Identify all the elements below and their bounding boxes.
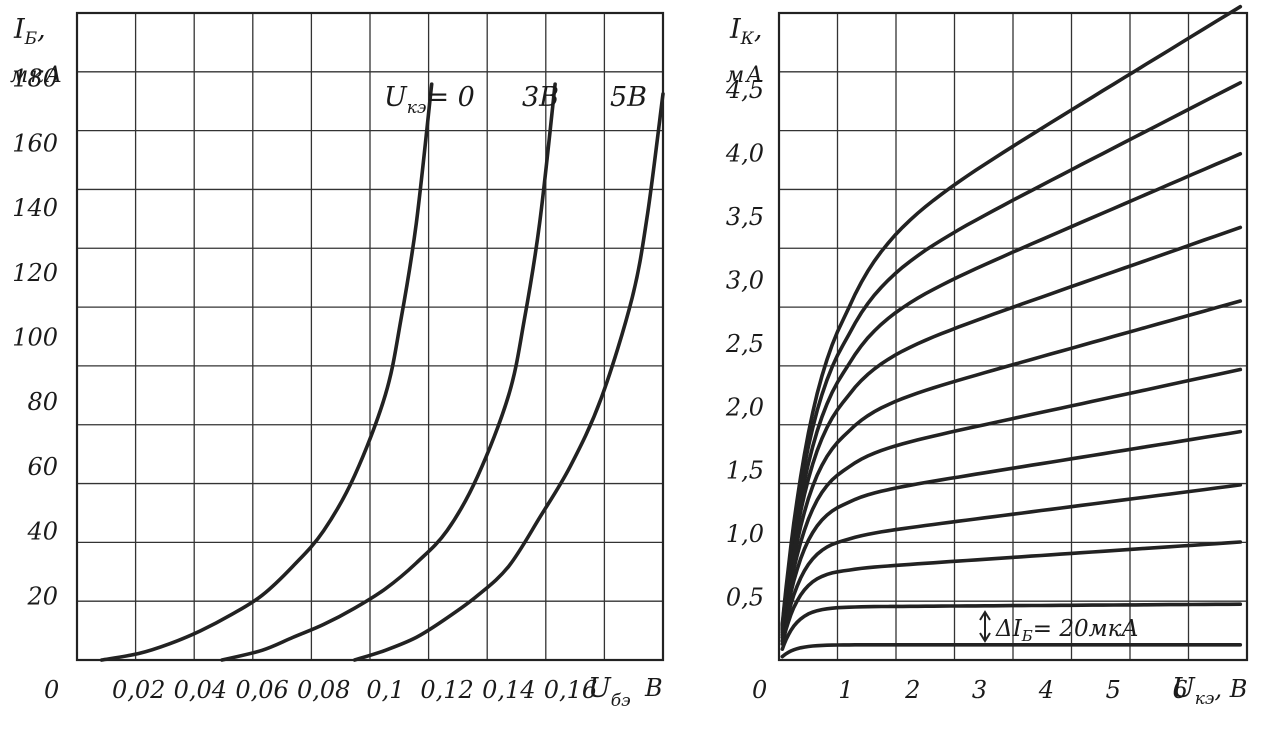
- left-x-axis-label: Uбэ: [588, 673, 631, 711]
- output-curve-4: [780, 483, 1243, 643]
- left-y-tick-label: 140: [12, 194, 58, 222]
- left-y-tick-label: 20: [26, 582, 58, 610]
- left-grid: [75, 11, 665, 662]
- left-x-tick-label: 0,06: [235, 676, 288, 704]
- left-y-tick-label: 120: [12, 259, 58, 287]
- left-x-tick-label: 0,1: [366, 676, 404, 704]
- right-x-tick-label: 1: [838, 676, 853, 704]
- right-y-tick-label: 4,0: [725, 140, 764, 168]
- left-curves: [99, 82, 665, 662]
- left-x-tick-label: 0,14: [482, 676, 535, 704]
- series-label-5v: 5В: [610, 82, 647, 113]
- right-y-tick-label: 1,5: [726, 457, 764, 485]
- right-x-tick-label: 2: [904, 676, 920, 704]
- delta-ib-label: ΔIБ= 20мкА: [995, 616, 1139, 645]
- left-x-tick-label: 0,16: [544, 676, 597, 704]
- left-y-tick-label: 40: [26, 518, 58, 546]
- left-x-tick-label: 0,12: [420, 676, 473, 704]
- output-curve-11: [780, 4, 1243, 626]
- delta-arrow-heads: [979, 610, 991, 643]
- left-y-axis-unit: мкА: [10, 63, 64, 88]
- output-curve-8: [780, 225, 1243, 632]
- right-origin-label: 0: [752, 676, 767, 704]
- left-y-tick-label: 60: [27, 453, 58, 481]
- right-y-axis-unit: мА: [726, 63, 765, 88]
- input-curve-uke-0: [99, 82, 434, 662]
- output-curve-5: [780, 429, 1243, 640]
- input-curve-uke-5v: [352, 92, 665, 662]
- right-y-tick-label: 4,5: [725, 76, 764, 104]
- left-x-axis-unit: В: [644, 674, 663, 702]
- left-y-tick-label: 160: [12, 129, 58, 157]
- right-y-axis-label: IК,: [729, 14, 762, 49]
- left-x-tick-label: 0,08: [297, 676, 350, 704]
- left-y-tick-label: 80: [27, 388, 58, 416]
- delta-ib-annotation: ΔIБ= 20мкА: [979, 610, 1139, 645]
- right-y-tick-label: 2,0: [725, 393, 764, 421]
- right-x-tick-label: 3: [972, 676, 987, 704]
- output-curve-10: [780, 81, 1243, 628]
- left-tick-labels: 0,02 0,04 0,06 0,08 0,1 0,12 0,14 0,16 20 40 60 80 1…: [12, 65, 597, 704]
- right-curves: [780, 4, 1243, 659]
- left-plot-frame: [75, 11, 665, 662]
- right-x-tick-label: 6: [1173, 676, 1188, 704]
- left-origin-label: 0: [44, 676, 59, 704]
- output-curve-6: [780, 367, 1243, 637]
- series-label-u0: Uкэ= 0: [384, 82, 475, 118]
- output-curve-7: [780, 299, 1243, 634]
- left-x-tick-label: 0,02: [112, 676, 165, 704]
- right-y-tick-label: 1,0: [726, 520, 764, 548]
- output-curve-2: [780, 602, 1243, 651]
- series-label-3v: 3В: [522, 82, 559, 113]
- right-x-tick-label: 4: [1038, 676, 1054, 704]
- right-y-tick-label: 2,5: [725, 330, 764, 358]
- left-y-tick-label: 180: [12, 65, 58, 93]
- output-curve-3: [780, 540, 1243, 646]
- output-curve-9: [780, 152, 1243, 630]
- right-tick-labels: 1 2 3 4 5 6 0,5 1,0 1,5 2,0 2,5 3,0 3,5 4,0 4,5: [725, 76, 1188, 704]
- input-curve-uke-3v: [220, 82, 557, 662]
- left-y-tick-label: 100: [12, 324, 58, 352]
- right-x-axis-label: Uкэ, В: [1172, 673, 1247, 709]
- output-curve-1: [780, 643, 1243, 659]
- output-characteristics-chart: 1 2 3 4 5 6 0,5 1,0 1,5 2,0 2,5 3,0 3,5 4,0 4,5 IК, мА…: [725, 4, 1249, 709]
- right-y-tick-label: 3,5: [726, 203, 764, 231]
- left-y-axis-label: IБ,: [13, 14, 46, 49]
- right-plot-frame: [777, 11, 1249, 662]
- right-y-tick-label: 3,0: [726, 266, 764, 294]
- left-x-tick-label: 0,04: [174, 676, 227, 704]
- right-x-tick-label: 5: [1106, 676, 1121, 704]
- input-characteristics-chart: 0,02 0,04 0,06 0,08 0,1 0,12 0,14 0,16 20 40 60 80 1…: [10, 11, 665, 711]
- right-y-tick-label: 0,5: [726, 584, 764, 612]
